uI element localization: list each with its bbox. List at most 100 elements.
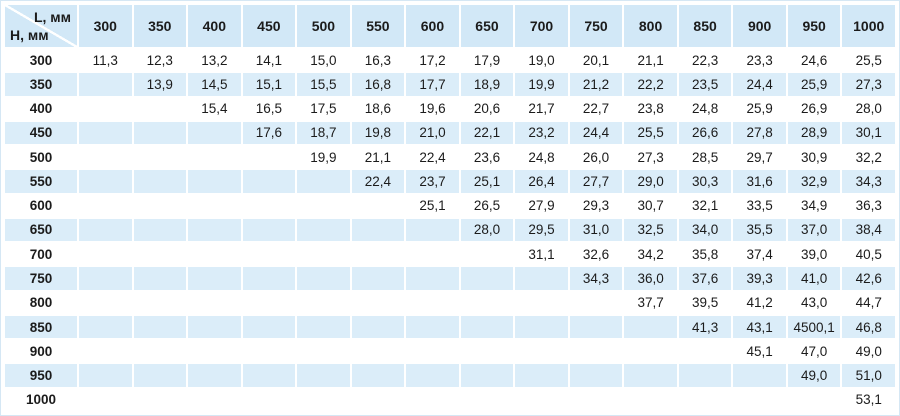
table-cell bbox=[79, 267, 132, 290]
table-cell bbox=[406, 291, 459, 314]
table-cell: 37,7 bbox=[624, 291, 677, 314]
table-cell: 19,9 bbox=[515, 73, 568, 96]
table-cell: 26,9 bbox=[787, 97, 841, 120]
table-cell bbox=[351, 364, 405, 387]
table-cell bbox=[460, 267, 514, 290]
table-cell: 25,5 bbox=[624, 121, 677, 145]
table-cell: 46,8 bbox=[842, 315, 895, 339]
table-cell: 19,8 bbox=[351, 121, 405, 145]
table-cell: 20,6 bbox=[460, 97, 514, 120]
table-cell: 28,0 bbox=[460, 218, 514, 242]
table-cell: 41,2 bbox=[733, 291, 786, 314]
table-cell bbox=[787, 388, 841, 411]
table-cell: 45,1 bbox=[733, 340, 786, 363]
table-cell: 32,1 bbox=[678, 194, 732, 217]
table-cell: 4500,1 bbox=[787, 315, 841, 339]
table-cell: 25,9 bbox=[733, 97, 786, 120]
table-cell: 18,7 bbox=[297, 121, 350, 145]
table-cell: 26,5 bbox=[460, 194, 514, 217]
table-row: 350 13,9 14,5 15,1 15,5 16,8 17,7 18,9 19,9 21,2 2… bbox=[5, 73, 895, 96]
table-cell bbox=[297, 170, 350, 193]
table-cell: 25,9 bbox=[787, 73, 841, 96]
table-cell: 26,4 bbox=[515, 170, 568, 193]
table-cell bbox=[297, 194, 350, 217]
table-cell: 21,1 bbox=[624, 49, 677, 72]
table-cell: 23,8 bbox=[624, 97, 677, 120]
table-cell bbox=[515, 267, 568, 290]
table-cell bbox=[515, 291, 568, 314]
table-cell: 24,4 bbox=[733, 73, 786, 96]
table-cell: 18,6 bbox=[351, 97, 405, 120]
table-cell bbox=[188, 267, 241, 290]
table-cell: 22,4 bbox=[351, 170, 405, 193]
table-cell: 18,9 bbox=[460, 73, 514, 96]
table-cell: 21,1 bbox=[351, 146, 405, 169]
table-cell: 28,9 bbox=[787, 121, 841, 145]
table-cell bbox=[460, 364, 514, 387]
table-cell: 32,5 bbox=[624, 218, 677, 242]
table-cell: 23,6 bbox=[460, 146, 514, 169]
row-header: 550 bbox=[5, 170, 77, 193]
size-price-table: L, мм H, мм 300 350 400 450 500 550 600 650 700 7… bbox=[3, 3, 897, 413]
table-cell: 28,5 bbox=[678, 146, 732, 169]
table-cell: 32,9 bbox=[787, 170, 841, 193]
table-cell bbox=[79, 170, 132, 193]
table-cell: 17,6 bbox=[242, 121, 296, 145]
table-cell: 22,2 bbox=[624, 73, 677, 96]
table-cell bbox=[569, 315, 623, 339]
table-cell bbox=[188, 218, 241, 242]
table-cell: 14,1 bbox=[242, 49, 296, 72]
table-cell bbox=[133, 340, 187, 363]
table-cell: 15,0 bbox=[297, 49, 350, 72]
table-cell: 42,6 bbox=[842, 267, 895, 290]
column-header: 850 bbox=[678, 5, 732, 47]
table-cell bbox=[406, 388, 459, 411]
row-header: 950 bbox=[5, 364, 77, 387]
table-cell: 17,9 bbox=[460, 49, 514, 72]
table-cell bbox=[133, 218, 187, 242]
table-cell: 36,0 bbox=[624, 267, 677, 290]
table-cell: 27,9 bbox=[515, 194, 568, 217]
table-cell: 21,2 bbox=[569, 73, 623, 96]
table-cell: 38,4 bbox=[842, 218, 895, 242]
table-cell bbox=[406, 340, 459, 363]
table-cell: 31,1 bbox=[515, 243, 568, 266]
table-cell bbox=[297, 291, 350, 314]
table-cell bbox=[133, 194, 187, 217]
table-cell bbox=[188, 388, 241, 411]
table-cell: 27,8 bbox=[733, 121, 786, 145]
table-cell bbox=[242, 267, 296, 290]
table-cell bbox=[515, 340, 568, 363]
table-cell: 34,3 bbox=[842, 170, 895, 193]
table-row: 600 25,1 26,5 27,9 29,3 30,7 32,1 33,5 34,9 36,3 bbox=[5, 194, 895, 217]
table-cell: 34,2 bbox=[624, 243, 677, 266]
table-cell: 27,3 bbox=[624, 146, 677, 169]
table-cell bbox=[188, 243, 241, 266]
table-cell bbox=[406, 243, 459, 266]
table-cell bbox=[188, 146, 241, 169]
column-header: 600 bbox=[406, 5, 459, 47]
table-row: 500 19,9 21,1 22,4 23,6 24,8 26,0 27,3 28,5 29,7 3… bbox=[5, 146, 895, 169]
table-cell bbox=[569, 364, 623, 387]
table-cell: 15,1 bbox=[242, 73, 296, 96]
table-cell: 37,4 bbox=[733, 243, 786, 266]
table-cell bbox=[242, 170, 296, 193]
corner-cell: L, мм H, мм bbox=[5, 5, 77, 47]
table-cell bbox=[188, 315, 241, 339]
table-cell: 26,6 bbox=[678, 121, 732, 145]
row-header: 300 bbox=[5, 49, 77, 72]
table-cell: 12,3 bbox=[133, 49, 187, 72]
table-cell: 20,1 bbox=[569, 49, 623, 72]
table-cell: 19,6 bbox=[406, 97, 459, 120]
table-cell: 11,3 bbox=[79, 49, 132, 72]
table-cell: 29,5 bbox=[515, 218, 568, 242]
table-cell: 31,0 bbox=[569, 218, 623, 242]
table-row: 300 11,3 12,3 13,2 14,1 15,0 16,3 17,2 17,9 19,0 2… bbox=[5, 49, 895, 72]
table-cell: 19,9 bbox=[297, 146, 350, 169]
row-header: 800 bbox=[5, 291, 77, 314]
table-cell bbox=[188, 364, 241, 387]
row-header: 850 bbox=[5, 315, 77, 339]
row-header: 600 bbox=[5, 194, 77, 217]
table-cell bbox=[351, 340, 405, 363]
